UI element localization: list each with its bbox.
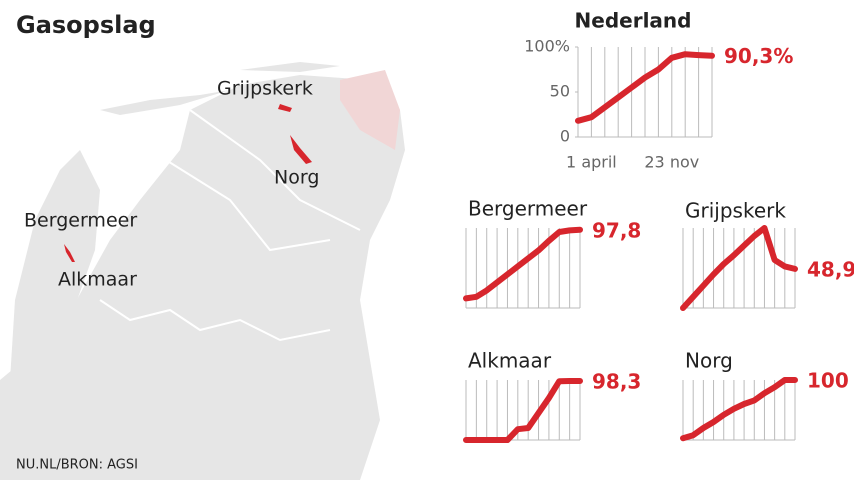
map-label: Bergermeer <box>24 210 137 232</box>
islands <box>100 62 340 115</box>
chart-title: Nederland <box>575 9 692 33</box>
value-label: 98,3 <box>592 370 641 394</box>
y-tick-label: 0 <box>560 127 570 146</box>
data-line <box>680 377 798 442</box>
source: NU.NL/BRON: AGSI <box>16 458 138 473</box>
x-tick-label: 23 nov <box>644 153 699 172</box>
chart-title: Alkmaar <box>468 349 552 373</box>
border <box>99 109 361 342</box>
y-tick-label: 50 <box>550 82 570 101</box>
map-label: Norg <box>274 167 319 189</box>
map-label: Alkmaar <box>58 269 137 291</box>
map <box>0 62 405 480</box>
value-label: 100 <box>807 369 849 393</box>
title: Gasopslag <box>16 11 156 39</box>
map-label: Grijpskerk <box>217 78 313 100</box>
chart-title: Bergermeer <box>468 197 588 221</box>
land <box>10 150 100 380</box>
chart-title: Norg <box>685 349 733 373</box>
land <box>0 75 405 480</box>
data-line <box>463 378 583 443</box>
data-line <box>575 51 715 124</box>
value-label: 90,3% <box>724 44 793 68</box>
data-line <box>680 225 798 311</box>
value-label: 48,9 <box>807 257 854 281</box>
data-line <box>463 226 583 302</box>
region <box>340 70 400 150</box>
x-tick-label: 1 april <box>566 153 617 172</box>
y-tick-label: 100% <box>524 37 570 56</box>
value-label: 97,8 <box>592 218 641 242</box>
chart-title: Grijpskerk <box>685 199 786 223</box>
